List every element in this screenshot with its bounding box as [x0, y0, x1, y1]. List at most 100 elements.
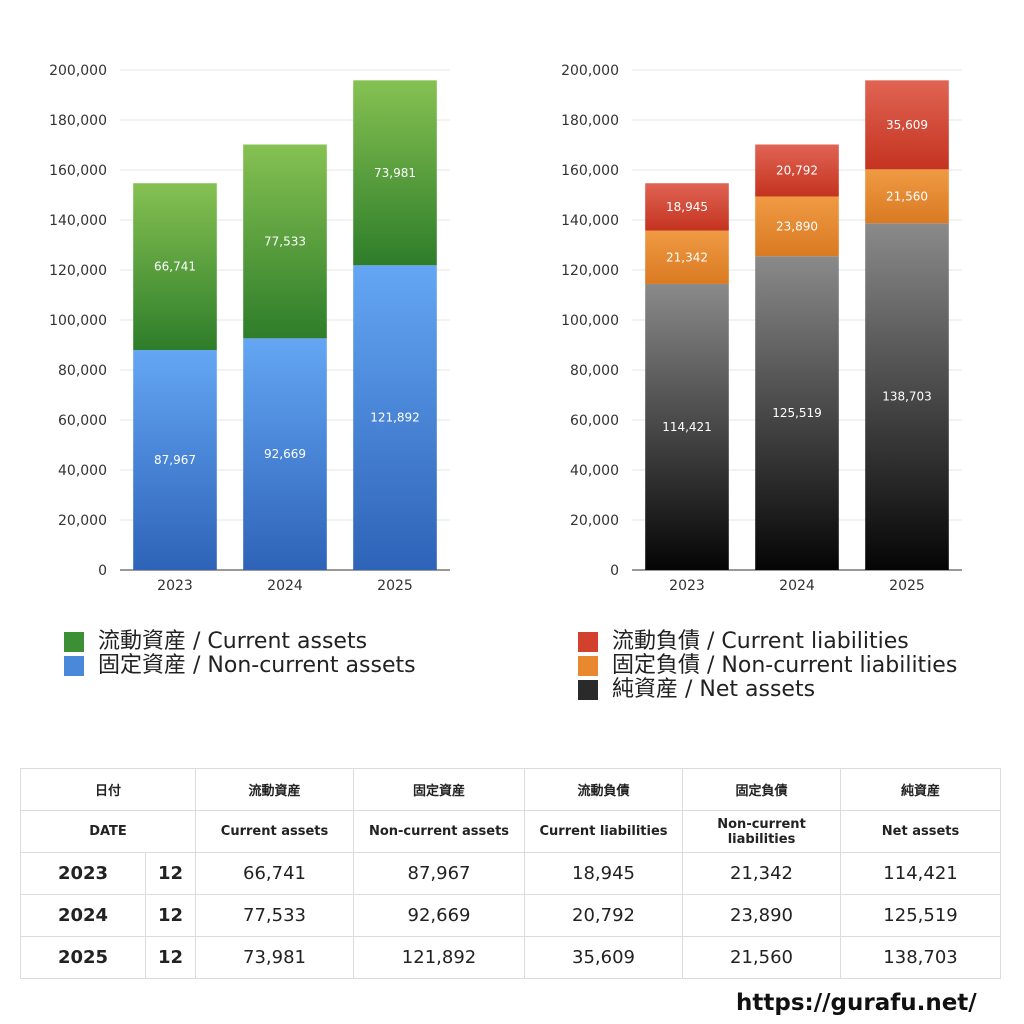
- bar-segment: [865, 80, 949, 170]
- y-tick-label: 60,000: [570, 413, 619, 429]
- y-tick-label: 20,000: [58, 513, 107, 529]
- bar-segment: [133, 183, 217, 351]
- data-label: 73,981: [374, 166, 416, 180]
- x-tick-label: 2025: [377, 578, 413, 594]
- table-cell-year: 2024: [20, 894, 146, 937]
- bar-segment: [865, 223, 949, 570]
- table-cell: 87,967: [353, 852, 526, 895]
- site-url[interactable]: https://gurafu.net/: [736, 990, 977, 1016]
- table-cell: 138,703: [840, 936, 1002, 979]
- data-label: 138,703: [882, 390, 932, 404]
- legend-swatch: [64, 632, 84, 652]
- table-cell: 125,519: [840, 894, 1002, 937]
- legend-label: 固定負債 / Non-current liabilities: [612, 653, 958, 678]
- x-tick-label: 2024: [267, 578, 303, 594]
- legend-label: 純資産 / Net assets: [612, 677, 816, 702]
- table-cell-month: 12: [144, 852, 197, 895]
- y-tick-label: 180,000: [561, 113, 619, 129]
- y-tick-label: 160,000: [561, 163, 619, 179]
- bar-segment: [755, 144, 839, 197]
- data-label: 35,609: [886, 118, 928, 132]
- y-tick-label: 140,000: [561, 213, 619, 229]
- table-cell: 66,741: [195, 852, 355, 895]
- table-cell: 23,890: [682, 894, 842, 937]
- legend-item-non-current-liabilities: 固定負債 / Non-current liabilities: [578, 654, 957, 678]
- x-tick-label: 2024: [779, 578, 815, 594]
- bar-segment: [645, 283, 729, 570]
- bar-segment: [353, 80, 437, 266]
- legend-swatch: [578, 656, 598, 676]
- table-row: 2023 12 66,741 87,967 18,945 21,342 114,…: [20, 852, 1002, 895]
- table-cell: 21,342: [682, 852, 842, 895]
- y-tick-label: 0: [610, 563, 619, 579]
- bar-segment: [645, 183, 729, 231]
- data-label: 18,945: [666, 200, 708, 214]
- table-header-date-jp: 日付: [19, 768, 197, 811]
- legend-item-net-assets: 純資産 / Net assets: [578, 678, 957, 702]
- y-tick-label: 80,000: [570, 363, 619, 379]
- liabilities-chart: 0 20,000 40,000 60,000 80,000 100,000 120,000 1…: [561, 63, 962, 594]
- table-cell: 114,421: [840, 852, 1002, 895]
- liabilities-legend: 流動負債 / Current liabilities 固定負債 / Non-cu…: [578, 630, 957, 702]
- y-tick-label: 100,000: [49, 313, 107, 329]
- table-header-date-en: DATE: [19, 810, 197, 853]
- x-tick-label: 2023: [157, 578, 193, 594]
- y-tick-label: 40,000: [58, 463, 107, 479]
- y-tick-label: 60,000: [58, 413, 107, 429]
- assets-legend: 流動資産 / Current assets 固定資産 / Non-current…: [64, 630, 416, 678]
- table-header-jp-current-assets: 流動資産: [195, 768, 355, 811]
- y-tick-label: 20,000: [570, 513, 619, 529]
- y-tick-label: 140,000: [49, 213, 107, 229]
- table-row: 2024 12 77,533 92,669 20,792 23,890 125,…: [20, 894, 1002, 937]
- table-cell: 77,533: [195, 894, 355, 937]
- table-row: 2025 12 73,981 121,892 35,609 21,560 138…: [20, 936, 1002, 979]
- table-cell: 92,669: [353, 894, 526, 937]
- legend-swatch: [578, 680, 598, 700]
- table-cell: 73,981: [195, 936, 355, 979]
- y-tick-label: 160,000: [49, 163, 107, 179]
- x-tick-label: 2023: [669, 578, 705, 594]
- table-cell-month: 12: [144, 936, 197, 979]
- table-header-jp-current-liabilities: 流動負債: [524, 768, 684, 811]
- bar-segment: [755, 256, 839, 570]
- legend-item-current-liabilities: 流動負債 / Current liabilities: [578, 630, 957, 654]
- legend-swatch: [578, 632, 598, 652]
- table-cell: 21,560: [682, 936, 842, 979]
- table-header-row-jp: 日付 流動資産 固定資産 流動負債 固定負債 純資産: [19, 768, 1002, 811]
- table-header-en-non-current-liabilities: Non-current liabilities: [682, 810, 842, 853]
- table-cell: 18,945: [524, 852, 684, 895]
- legend-label: 流動資産 / Current assets: [98, 629, 368, 654]
- bar-segment: [755, 196, 839, 257]
- data-label: 66,741: [154, 260, 196, 274]
- table-header-jp-net-assets: 純資産: [840, 768, 1002, 811]
- bar-segment: [133, 350, 217, 570]
- legend-item-current-assets: 流動資産 / Current assets: [64, 630, 416, 654]
- table-cell: 35,609: [524, 936, 684, 979]
- y-tick-label: 80,000: [58, 363, 107, 379]
- table-header-en-non-current-assets: Non-current assets: [353, 810, 526, 853]
- x-tick-label: 2025: [889, 578, 925, 594]
- data-label: 87,967: [154, 453, 196, 467]
- table-header-en-current-assets: Current assets: [195, 810, 355, 853]
- legend-label: 固定資産 / Non-current assets: [98, 653, 416, 678]
- y-tick-label: 120,000: [49, 263, 107, 279]
- table-cell: 20,792: [524, 894, 684, 937]
- table-header-en-net-assets: Net assets: [840, 810, 1002, 853]
- y-tick-label: 0: [98, 563, 107, 579]
- data-label: 92,669: [264, 447, 306, 461]
- table-cell: 121,892: [353, 936, 526, 979]
- y-tick-label: 200,000: [49, 63, 107, 79]
- assets-chart: 0 20,000 40,000 60,000 80,000 100,000 120,000 1…: [49, 63, 450, 594]
- data-label: 21,560: [886, 189, 928, 203]
- data-label: 114,421: [662, 420, 712, 434]
- y-tick-label: 180,000: [49, 113, 107, 129]
- data-label: 77,533: [264, 234, 306, 248]
- financial-data-table: 日付 流動資産 固定資産 流動負債 固定負債 純資産 DATE Current …: [19, 768, 1002, 979]
- data-label: 121,892: [370, 411, 420, 425]
- data-label: 23,890: [776, 219, 818, 233]
- bar-segment: [243, 144, 327, 339]
- data-label: 125,519: [772, 406, 822, 420]
- table-cell-year: 2025: [20, 936, 146, 979]
- bar-segment: [353, 265, 437, 570]
- legend-item-non-current-assets: 固定資産 / Non-current assets: [64, 654, 416, 678]
